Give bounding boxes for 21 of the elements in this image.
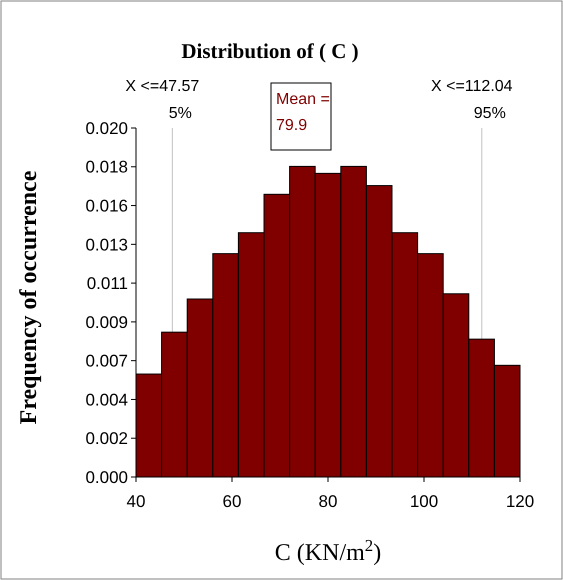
y-tick-label: 0.018	[85, 158, 128, 177]
y-tick-label: 0.020	[85, 118, 128, 138]
x-tick-label: 40	[126, 492, 146, 511]
y-tick-label: 0.011	[86, 274, 128, 294]
y-tick-label: 0.016	[85, 196, 128, 216]
chart-title: Distribution of ( C )	[181, 39, 359, 63]
y-tick-label: 0.009	[85, 312, 128, 332]
x-tick-label: 120	[506, 492, 534, 511]
y-tick-label: 0.007	[85, 352, 128, 371]
y-tick-label: 0.002	[85, 429, 128, 448]
annotation: Mean = 79.9	[276, 91, 330, 134]
y-tick-label: 0.004	[85, 390, 128, 410]
y-tick-label: 0.013	[85, 235, 128, 254]
x-tick-label: 60	[222, 492, 242, 511]
x-axis-title: C (KN/m$^{2}$)	[274, 536, 382, 566]
x-tick-label: 100	[410, 492, 438, 511]
y-axis-title: Frequency of occurrence	[16, 170, 42, 424]
y-tick-label: 0.000	[85, 468, 128, 487]
ref-line-label: X <=112.04 95%	[431, 78, 513, 122]
x-tick-label: 80	[318, 492, 338, 511]
ref-line-label: X <=47.57 5%	[125, 78, 200, 122]
